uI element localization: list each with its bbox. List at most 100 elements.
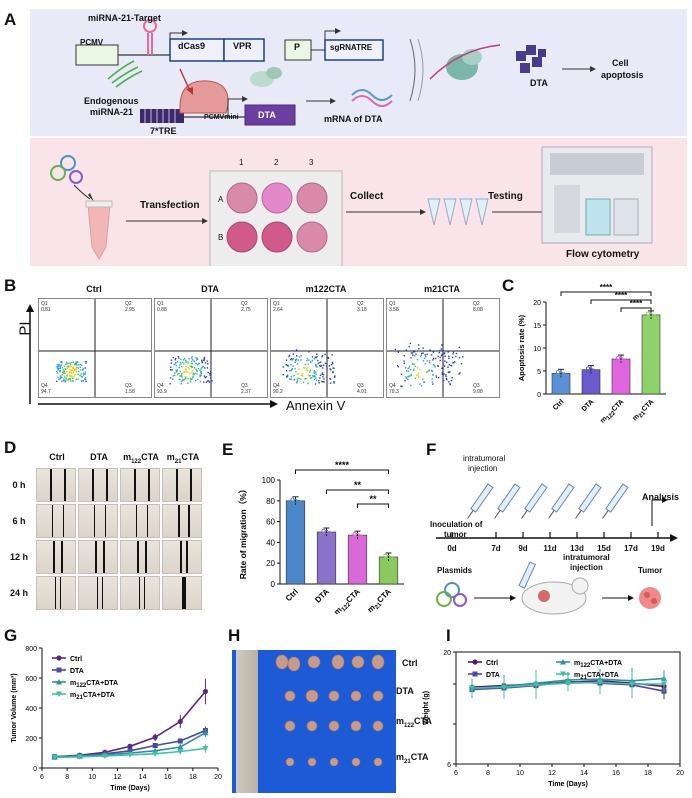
event-dot [183,357,186,360]
data-point [565,680,571,687]
chart-i: 6 8 10 12 14 16 18 20 6 20 Time (Days) Weight (g) Ct… [423,650,684,788]
event-dot [313,376,316,378]
event-dot [306,367,308,369]
event-dot [303,367,306,369]
quadrant-id: Q2 [357,301,364,307]
event-dot [306,360,308,362]
event-dot [408,345,410,348]
event-dot [443,373,445,375]
event-dot [191,366,193,368]
wound-edge-line [103,541,105,573]
event-dot [181,372,183,375]
wound-image [120,468,160,502]
event-dot [67,379,69,381]
event-dot [81,380,83,382]
event-dot [397,351,400,353]
event-dot [56,364,59,366]
event-dot [459,372,461,374]
event-dot [455,352,458,355]
wound-row-label: 24 h [9,588,28,598]
event-dot [432,359,434,361]
event-dot [423,381,425,383]
event-dot [179,370,182,373]
event-dot [205,381,208,383]
event-dot [195,357,197,359]
event-dot [439,356,441,359]
event-dot [169,377,172,379]
wound-image [162,540,202,574]
event-dot [58,365,61,367]
event-dot [316,356,318,358]
event-dot [329,382,332,384]
event-dot [200,374,202,376]
event-dot [205,376,208,378]
event-dot [400,373,403,376]
wound-edge-line [143,577,145,609]
event-dot [75,378,78,380]
event-dot [61,374,63,376]
tre-block [140,109,184,123]
event-dot [185,361,187,364]
event-dot [415,353,417,355]
event-dot [77,373,79,376]
event-dot [297,377,299,380]
endogenous-label: Endogenous [84,96,139,106]
event-dot [426,360,429,362]
panel-f-schematic [436,483,678,615]
event-dot [185,359,187,362]
event-dot [434,366,436,368]
event-dot [85,361,87,363]
event-dot [401,385,403,388]
quadrant-id: Q4 [273,383,280,389]
event-dot [309,377,312,379]
event-dot [323,381,325,383]
wound-edge-line [64,469,66,501]
x-tick-label: 16 [612,770,620,777]
event-dot [78,370,80,373]
event-dot [84,367,86,369]
event-dot [414,365,416,367]
event-dot [444,355,446,357]
x-tick-label: m122CTA [599,398,627,426]
wound-edge-line [104,505,106,537]
event-dot [72,372,75,374]
significance-bracket [295,469,389,474]
event-dot [66,363,68,365]
bar [641,314,661,395]
wound-edge-line [54,577,56,609]
testing-label: Testing [488,191,523,202]
event-dot [420,385,423,387]
event-dot [412,369,415,371]
event-dot [310,361,312,363]
event-dot [458,356,461,359]
event-dot [69,372,71,374]
flow-cytometer [541,146,653,244]
f-inoculation: Inoculation of [430,520,483,529]
event-dot [297,359,299,361]
event-dot [405,349,408,351]
event-dot [408,375,410,378]
event-dot [417,374,419,376]
event-dot [301,375,304,377]
event-dot [413,350,415,352]
event-dot [300,355,302,357]
event-dot [324,353,326,356]
x-tick-label: 8 [486,770,490,777]
event-dot [309,369,312,371]
x-tick-label: Ctrl [552,398,566,412]
wound-col-label: DTA [90,452,108,462]
event-dot [82,369,84,371]
event-dot [445,375,447,378]
event-dot [64,380,66,382]
data-point [629,681,635,687]
event-dot [282,366,285,368]
x-axis-label: Time (Days) [110,785,150,792]
event-dot [443,379,445,382]
event-dot [286,375,288,377]
event-dot [425,356,427,358]
event-dot [438,351,440,354]
event-dot [66,366,69,368]
quadrant-value: 2.37 [241,389,251,395]
event-dot [405,376,407,378]
